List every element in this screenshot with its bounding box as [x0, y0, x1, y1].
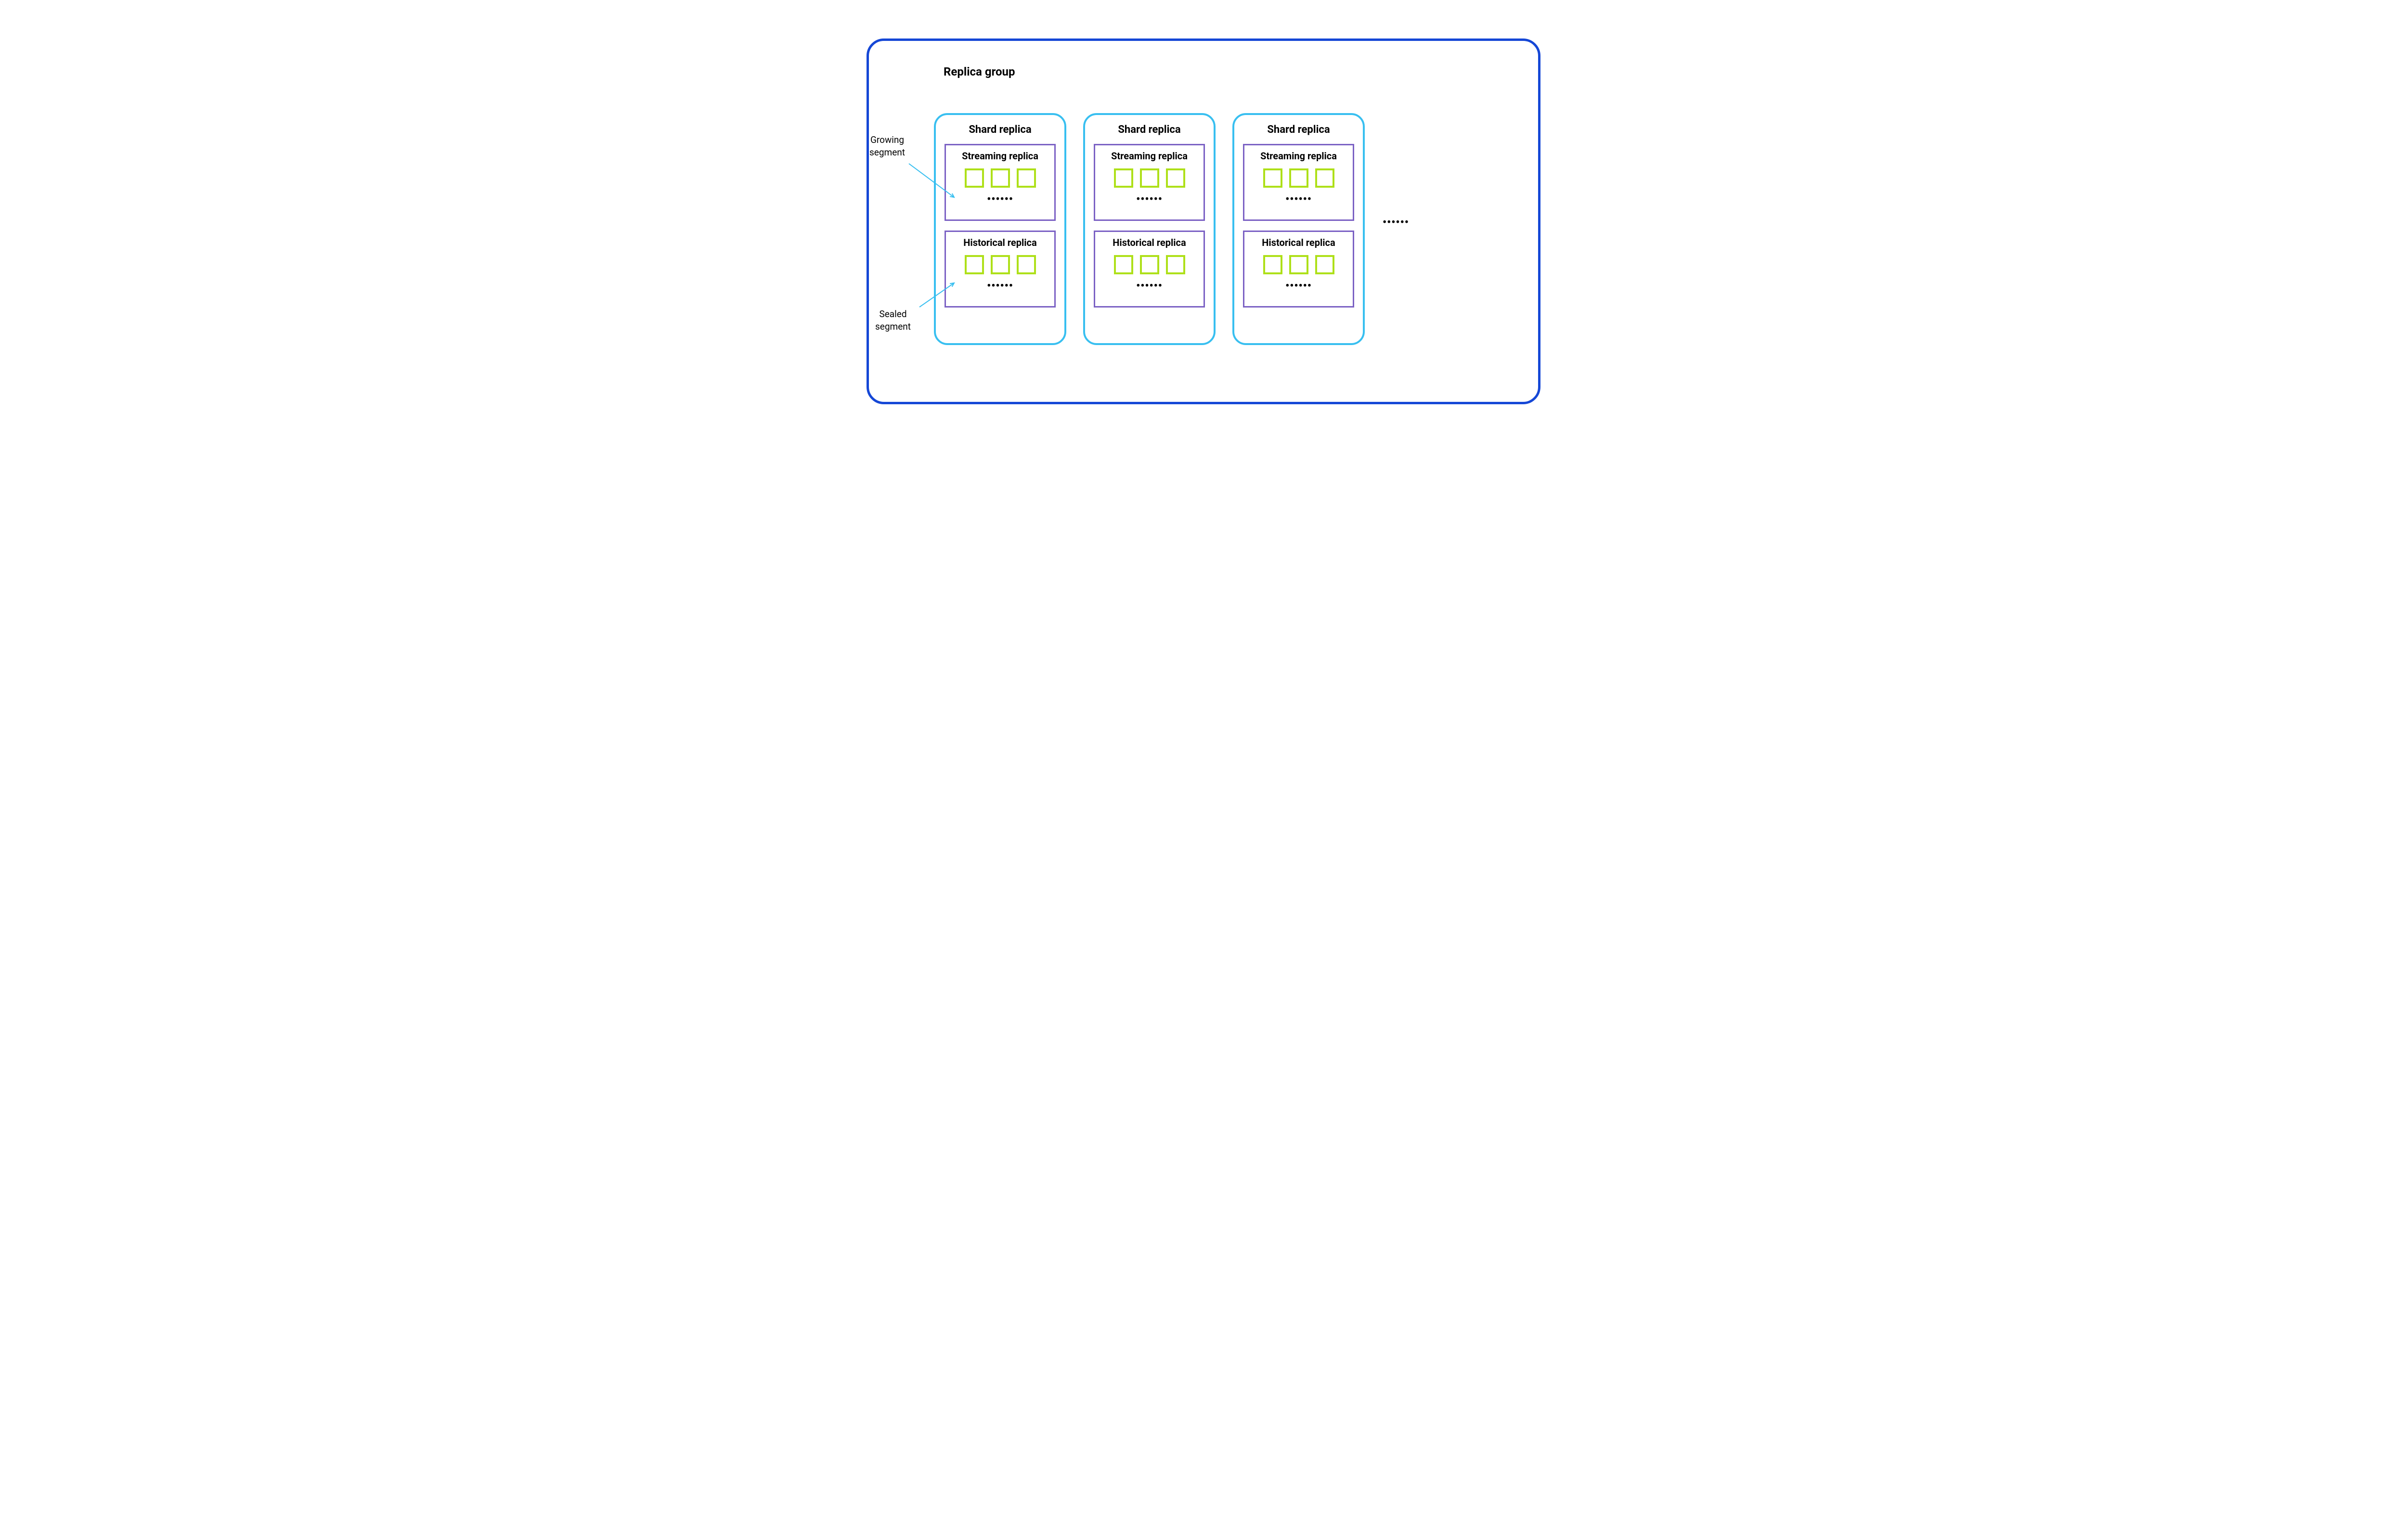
segment — [991, 168, 1010, 188]
annotation-line: segment — [875, 321, 911, 333]
annotation-line: segment — [869, 146, 905, 159]
ellipsis-dots: •••••• — [1136, 280, 1163, 292]
historical-replica-title: Historical replica — [963, 237, 1036, 248]
streaming-replica-box: Streaming replica •••••• — [945, 144, 1056, 221]
streaming-replica-title: Streaming replica — [1260, 150, 1337, 162]
shard-replica: Shard replicaStreaming replica••••••Hist… — [1232, 113, 1365, 345]
historical-replica-box: Historical replica •••••• — [945, 231, 1056, 308]
segment — [1315, 168, 1334, 188]
segment-row — [1114, 255, 1185, 274]
segment — [1166, 255, 1185, 274]
segment — [1289, 255, 1308, 274]
segment — [1017, 168, 1036, 188]
streaming-replica-title: Streaming replica — [962, 150, 1038, 162]
segment — [1289, 168, 1308, 188]
segment — [965, 168, 984, 188]
replica-group-title: Replica group — [944, 65, 1015, 78]
segment — [1263, 255, 1282, 274]
shard-title: Shard replica — [936, 124, 1064, 136]
ellipsis-dots: •••••• — [1136, 193, 1163, 205]
historical-replica-box: Historical replica •••••• — [1094, 231, 1205, 308]
segment — [1114, 255, 1133, 274]
historical-replica-title: Historical replica — [1113, 237, 1186, 248]
segment-row — [1263, 168, 1334, 188]
growing-segment-annotation: Growingsegment — [869, 134, 905, 158]
segment — [1140, 255, 1159, 274]
segment — [965, 255, 984, 274]
shard-replica: Shard replicaStreaming replica••••••Hist… — [1083, 113, 1216, 345]
ellipsis-dots: •••••• — [987, 280, 1013, 292]
annotation-line: Sealed — [875, 308, 911, 321]
historical-replica-title: Historical replica — [1262, 237, 1335, 248]
annotation-line: Growing — [869, 134, 905, 146]
segment — [1114, 168, 1133, 188]
streaming-replica-box: Streaming replica •••••• — [1094, 144, 1205, 221]
segment-row — [1114, 168, 1185, 188]
segment — [1315, 255, 1334, 274]
segment — [1140, 168, 1159, 188]
ellipsis-dots: •••••• — [1285, 193, 1312, 205]
historical-replica-box: Historical replica •••••• — [1243, 231, 1354, 308]
segment-row — [965, 255, 1036, 274]
segment-row — [965, 168, 1036, 188]
sealed-segment-annotation: Sealedsegment — [875, 308, 911, 333]
segment-row — [1263, 255, 1334, 274]
ellipsis-dots: •••••• — [987, 193, 1013, 205]
shard-title: Shard replica — [1085, 124, 1214, 136]
shard-replica: Shard replicaStreaming replica••••••Hist… — [934, 113, 1066, 345]
diagram-canvas: Replica group Shard replica Streaming repl… — [847, 19, 1560, 419]
shard-title: Shard replica — [1234, 124, 1363, 136]
segment — [1017, 255, 1036, 274]
ellipsis-dots: •••••• — [1285, 280, 1312, 292]
segment — [991, 255, 1010, 274]
segment — [1263, 168, 1282, 188]
ellipsis-dots: •••••• — [1383, 217, 1409, 229]
segment — [1166, 168, 1185, 188]
streaming-replica-box: Streaming replica •••••• — [1243, 144, 1354, 221]
streaming-replica-title: Streaming replica — [1111, 150, 1188, 162]
